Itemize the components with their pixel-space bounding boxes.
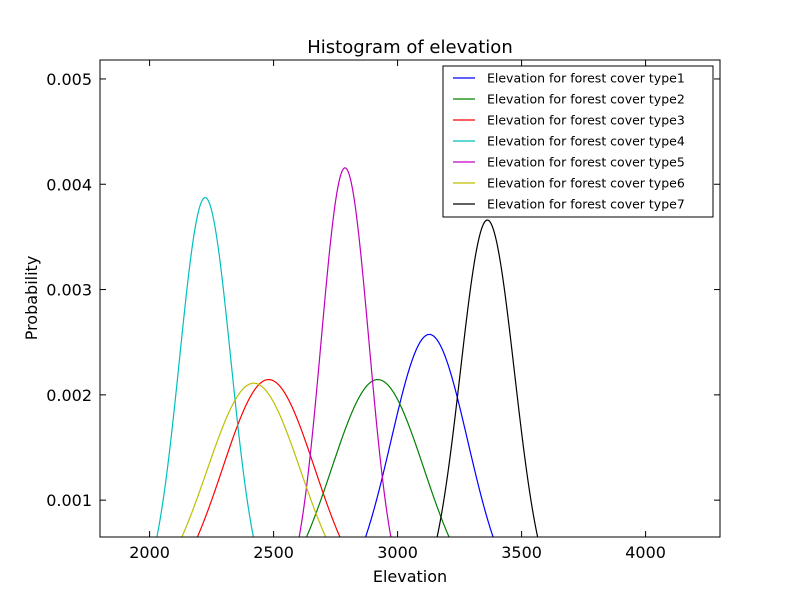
legend: Elevation for forest cover type1 Elevatio… (442, 65, 714, 218)
legend-label: Elevation for forest cover type2 (487, 92, 685, 107)
x-tick-label: 2000 (129, 543, 170, 562)
chart-title: Histogram of elevation (307, 37, 512, 58)
legend-frame (442, 65, 714, 218)
legend-label: Elevation for forest cover type3 (487, 113, 685, 128)
series-line-type3 (196, 378, 341, 537)
series-layer (156, 167, 539, 537)
y-tick-label: 0.001 (46, 491, 92, 510)
x-tick-label: 3000 (377, 543, 418, 562)
series-line-type1 (364, 333, 494, 537)
legend-label: Elevation for forest cover type1 (487, 71, 685, 86)
y-tick-label: 0.004 (46, 175, 92, 194)
legend-label: Elevation for forest cover type5 (487, 155, 685, 170)
y-tick-label: 0.002 (46, 386, 92, 405)
series-line-type4 (156, 196, 255, 537)
x-tick-label: 4000 (625, 543, 666, 562)
series-line-type2 (305, 378, 450, 537)
tick-layer: 2000 2500 3000 3500 4000 0.001 0.002 0.003 0.004… (46, 60, 720, 562)
series-line-type6 (181, 382, 327, 537)
legend-label: Elevation for forest cover type6 (487, 176, 685, 191)
x-tick-label: 3500 (501, 543, 542, 562)
y-tick-label: 0.005 (46, 70, 92, 89)
legend-label: Elevation for forest cover type7 (487, 197, 685, 212)
legend-label: Elevation for forest cover type4 (487, 134, 685, 149)
x-tick-label: 2500 (253, 543, 294, 562)
y-axis-label: Probability (22, 256, 41, 341)
x-axis-label: Elevation (373, 567, 447, 586)
y-tick-label: 0.003 (46, 281, 92, 300)
plot-frame (99, 59, 721, 538)
